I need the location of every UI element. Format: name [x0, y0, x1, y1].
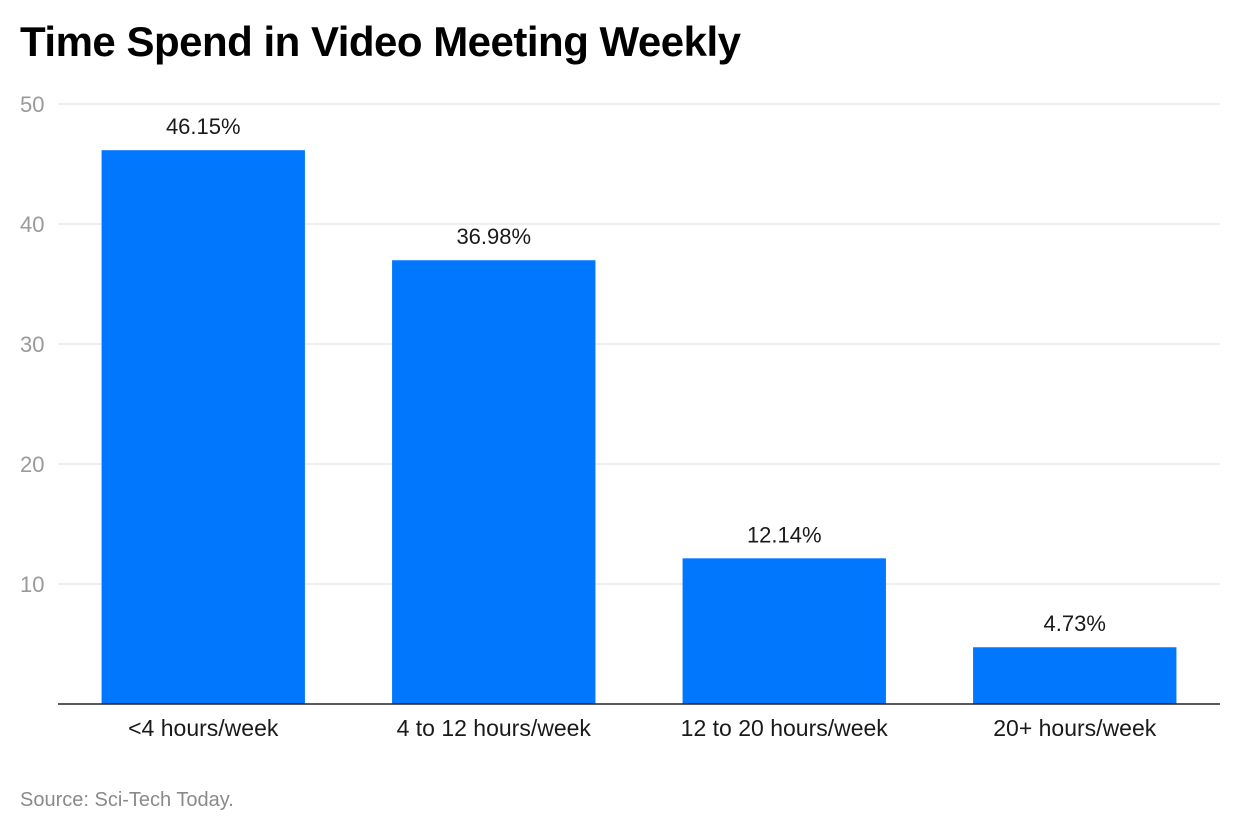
y-tick-label: 40 [20, 212, 44, 237]
y-axis-ticks: 10 20 30 40 50 [20, 92, 44, 597]
value-label: 46.15% [166, 114, 241, 139]
chart-title: Time Spend in Video Meeting Weekly [20, 18, 741, 65]
bar [392, 260, 596, 704]
value-label: 12.14% [747, 522, 822, 547]
category-label: 4 to 12 hours/week [397, 715, 592, 741]
bars [101, 150, 1177, 704]
value-label: 36.98% [456, 224, 531, 249]
category-labels: <4 hours/week 4 to 12 hours/week 12 to 20 … [128, 715, 1157, 741]
category-label: 20+ hours/week [993, 715, 1157, 741]
y-tick-label: 50 [20, 92, 44, 117]
bar [973, 647, 1177, 704]
category-label: <4 hours/week [128, 715, 279, 741]
category-label: 12 to 20 hours/week [681, 715, 889, 741]
value-labels: 46.15% 36.98% 12.14% 4.73% [166, 114, 1106, 636]
y-tick-label: 30 [20, 332, 44, 357]
bar [682, 558, 886, 704]
y-tick-label: 20 [20, 452, 44, 477]
source-note: Source: Sci-Tech Today. [20, 789, 234, 811]
y-tick-label: 10 [20, 572, 44, 597]
bar [101, 150, 305, 704]
value-label: 4.73% [1044, 611, 1106, 636]
